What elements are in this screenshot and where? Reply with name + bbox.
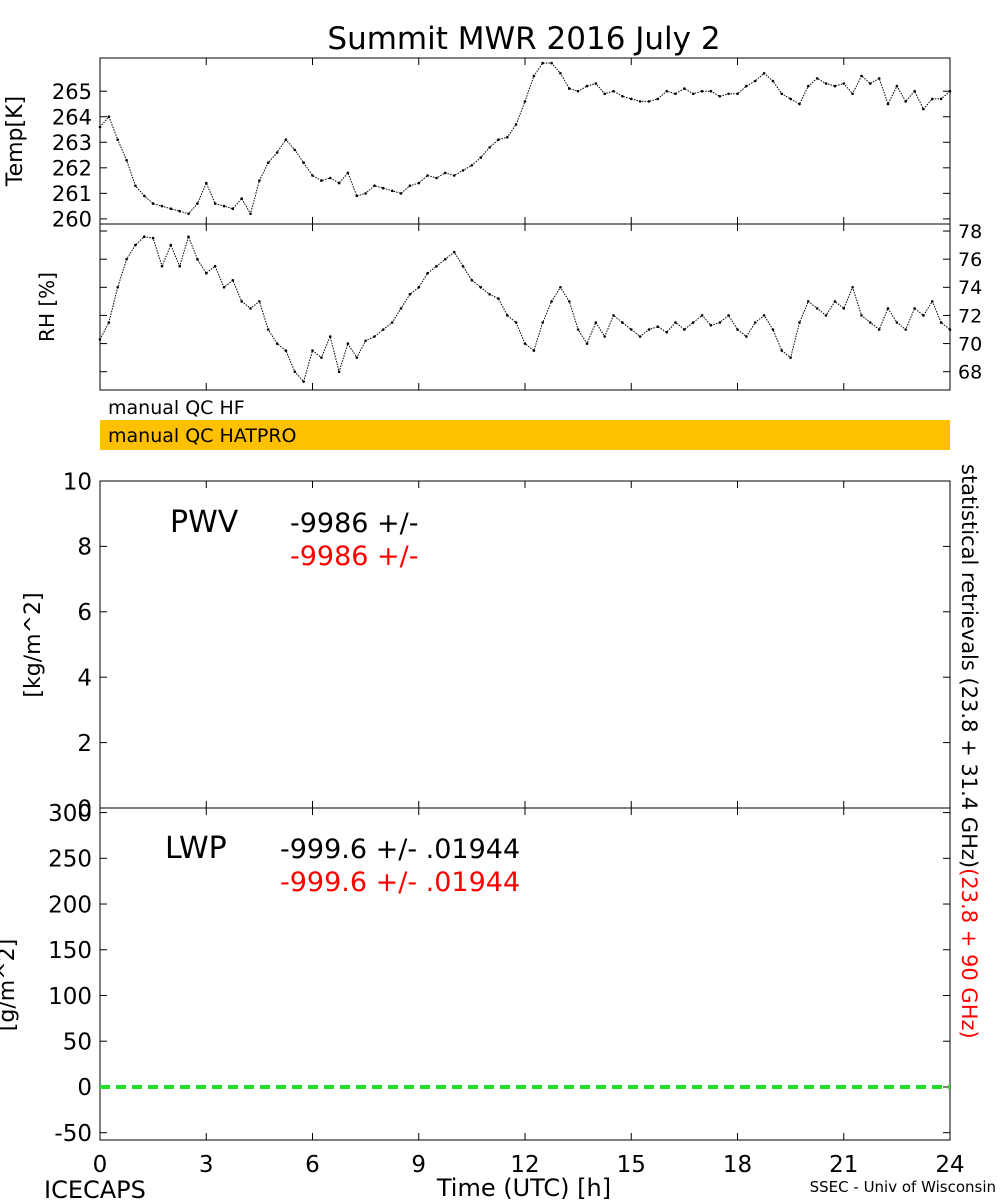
x-tick-label: 21 xyxy=(829,1152,858,1178)
lwp-y-axis-label: [g/m^2] xyxy=(0,939,20,1031)
y-tick-label: 0 xyxy=(77,796,92,822)
pwv-label: PWV xyxy=(170,505,239,540)
y-tick-label: 260 xyxy=(52,207,92,231)
x-tick-label: 6 xyxy=(305,1152,320,1178)
qc-bar-hf xyxy=(100,394,950,420)
x-tick-label: 15 xyxy=(617,1152,646,1178)
qc-bar-hatpro xyxy=(100,420,950,450)
rh-data-points xyxy=(98,235,952,383)
y-tick-label: 2 xyxy=(77,731,92,757)
pwv-y-ticks: 0 2 4 6 8 10 xyxy=(63,469,950,822)
rh-y-ticks: 68 70 72 74 76 78 xyxy=(100,221,982,384)
x-tick-label: 12 xyxy=(510,1152,539,1178)
rh-panel: 68 70 72 74 76 78 RH [%] xyxy=(35,221,982,391)
x-axis-label: Time (UTC) [h] xyxy=(436,1174,611,1200)
temp-trace xyxy=(99,62,951,216)
side-label-statistical: statistical retrievals (23.8 + 31.4 GHz)… xyxy=(957,464,981,1039)
y-tick-label: 8 xyxy=(77,535,92,561)
pwv-value-black: -9986 +/- xyxy=(290,508,419,539)
lwp-y-ticks: -50 0 50 100 150 200 250 300 xyxy=(48,801,950,1147)
y-tick-label: 262 xyxy=(52,156,92,180)
y-tick-label: 4 xyxy=(77,665,92,691)
y-tick-label: 50 xyxy=(63,1030,92,1056)
lwp-panel: -50 0 50 100 150 200 250 300 [g/m^2] LWP -999.6… xyxy=(0,801,951,1147)
y-tick-label: 265 xyxy=(52,80,92,104)
x-axis-ticks: 0 3 6 9 12 15 18 21 24 xyxy=(93,58,965,1178)
footer-right: SSEC - Univ of Wisconsin xyxy=(810,1178,996,1196)
temp-data-point xyxy=(736,92,739,96)
y-tick-label: 200 xyxy=(48,892,92,918)
y-tick-label: -50 xyxy=(54,1121,92,1147)
y-tick-label: 250 xyxy=(48,847,92,873)
x-tick-label: 24 xyxy=(935,1152,964,1178)
qc-bar-hatpro-label: manual QC HATPRO xyxy=(108,425,297,447)
lwp-plot-frame xyxy=(99,807,951,1141)
y-tick-label: 70 xyxy=(958,333,982,355)
temp-plot-frame xyxy=(99,57,951,225)
y-tick-label: 6 xyxy=(77,600,92,626)
side-label-black: statistical retrievals (23.8 + 31.4 GHz) xyxy=(957,464,981,868)
x-tick-label: 18 xyxy=(723,1152,752,1178)
y-tick-label: 300 xyxy=(48,801,92,827)
pwv-value-red: -9986 +/- xyxy=(290,541,419,572)
x-tick-label: 3 xyxy=(199,1152,214,1178)
temp-data-point xyxy=(700,89,704,93)
y-tick-label: 263 xyxy=(52,131,92,155)
qc-bar-hf-label: manual QC HF xyxy=(108,397,245,419)
y-tick-label: 100 xyxy=(48,984,92,1010)
lwp-label: LWP xyxy=(165,831,227,866)
rh-plot-frame xyxy=(99,223,951,391)
y-tick-label: 76 xyxy=(958,249,982,271)
y-tick-label: 0 xyxy=(77,1075,92,1101)
y-tick-label: 10 xyxy=(63,469,92,495)
rh-trace xyxy=(99,235,951,383)
temp-y-axis-label: Temp[K] xyxy=(3,96,28,187)
x-tick-label: 0 xyxy=(93,1152,108,1178)
y-tick-label: 74 xyxy=(958,277,982,299)
rh-y-axis-label: RH [%] xyxy=(35,272,59,342)
y-tick-label: 68 xyxy=(958,362,982,384)
lwp-value-red: -999.6 +/- .01944 xyxy=(280,867,520,898)
x-tick-label: 9 xyxy=(411,1152,426,1178)
qc-bars: manual QC HF manual QC HATPRO xyxy=(100,394,950,450)
temp-data-points xyxy=(98,61,952,216)
temp-data-point xyxy=(541,61,544,65)
figure-title: Summit MWR 2016 July 2 xyxy=(327,21,720,57)
temp-data-point xyxy=(647,100,651,103)
lwp-value-black: -999.6 +/- .01944 xyxy=(280,834,520,865)
y-tick-label: 150 xyxy=(48,938,92,964)
side-label-red: (23.8 + 90 GHz) xyxy=(957,868,981,1039)
y-tick-label: 261 xyxy=(52,182,92,206)
footer-left: ICECAPS xyxy=(44,1176,146,1200)
y-tick-label: 72 xyxy=(958,305,982,327)
y-tick-label: 78 xyxy=(958,221,982,243)
pwv-panel: 0 2 4 6 8 10 [kg/m^2] PWV -9986 +/- -9986 +/- xyxy=(21,469,951,822)
y-tick-label: 264 xyxy=(52,105,92,129)
pwv-y-axis-label: [kg/m^2] xyxy=(21,592,46,697)
